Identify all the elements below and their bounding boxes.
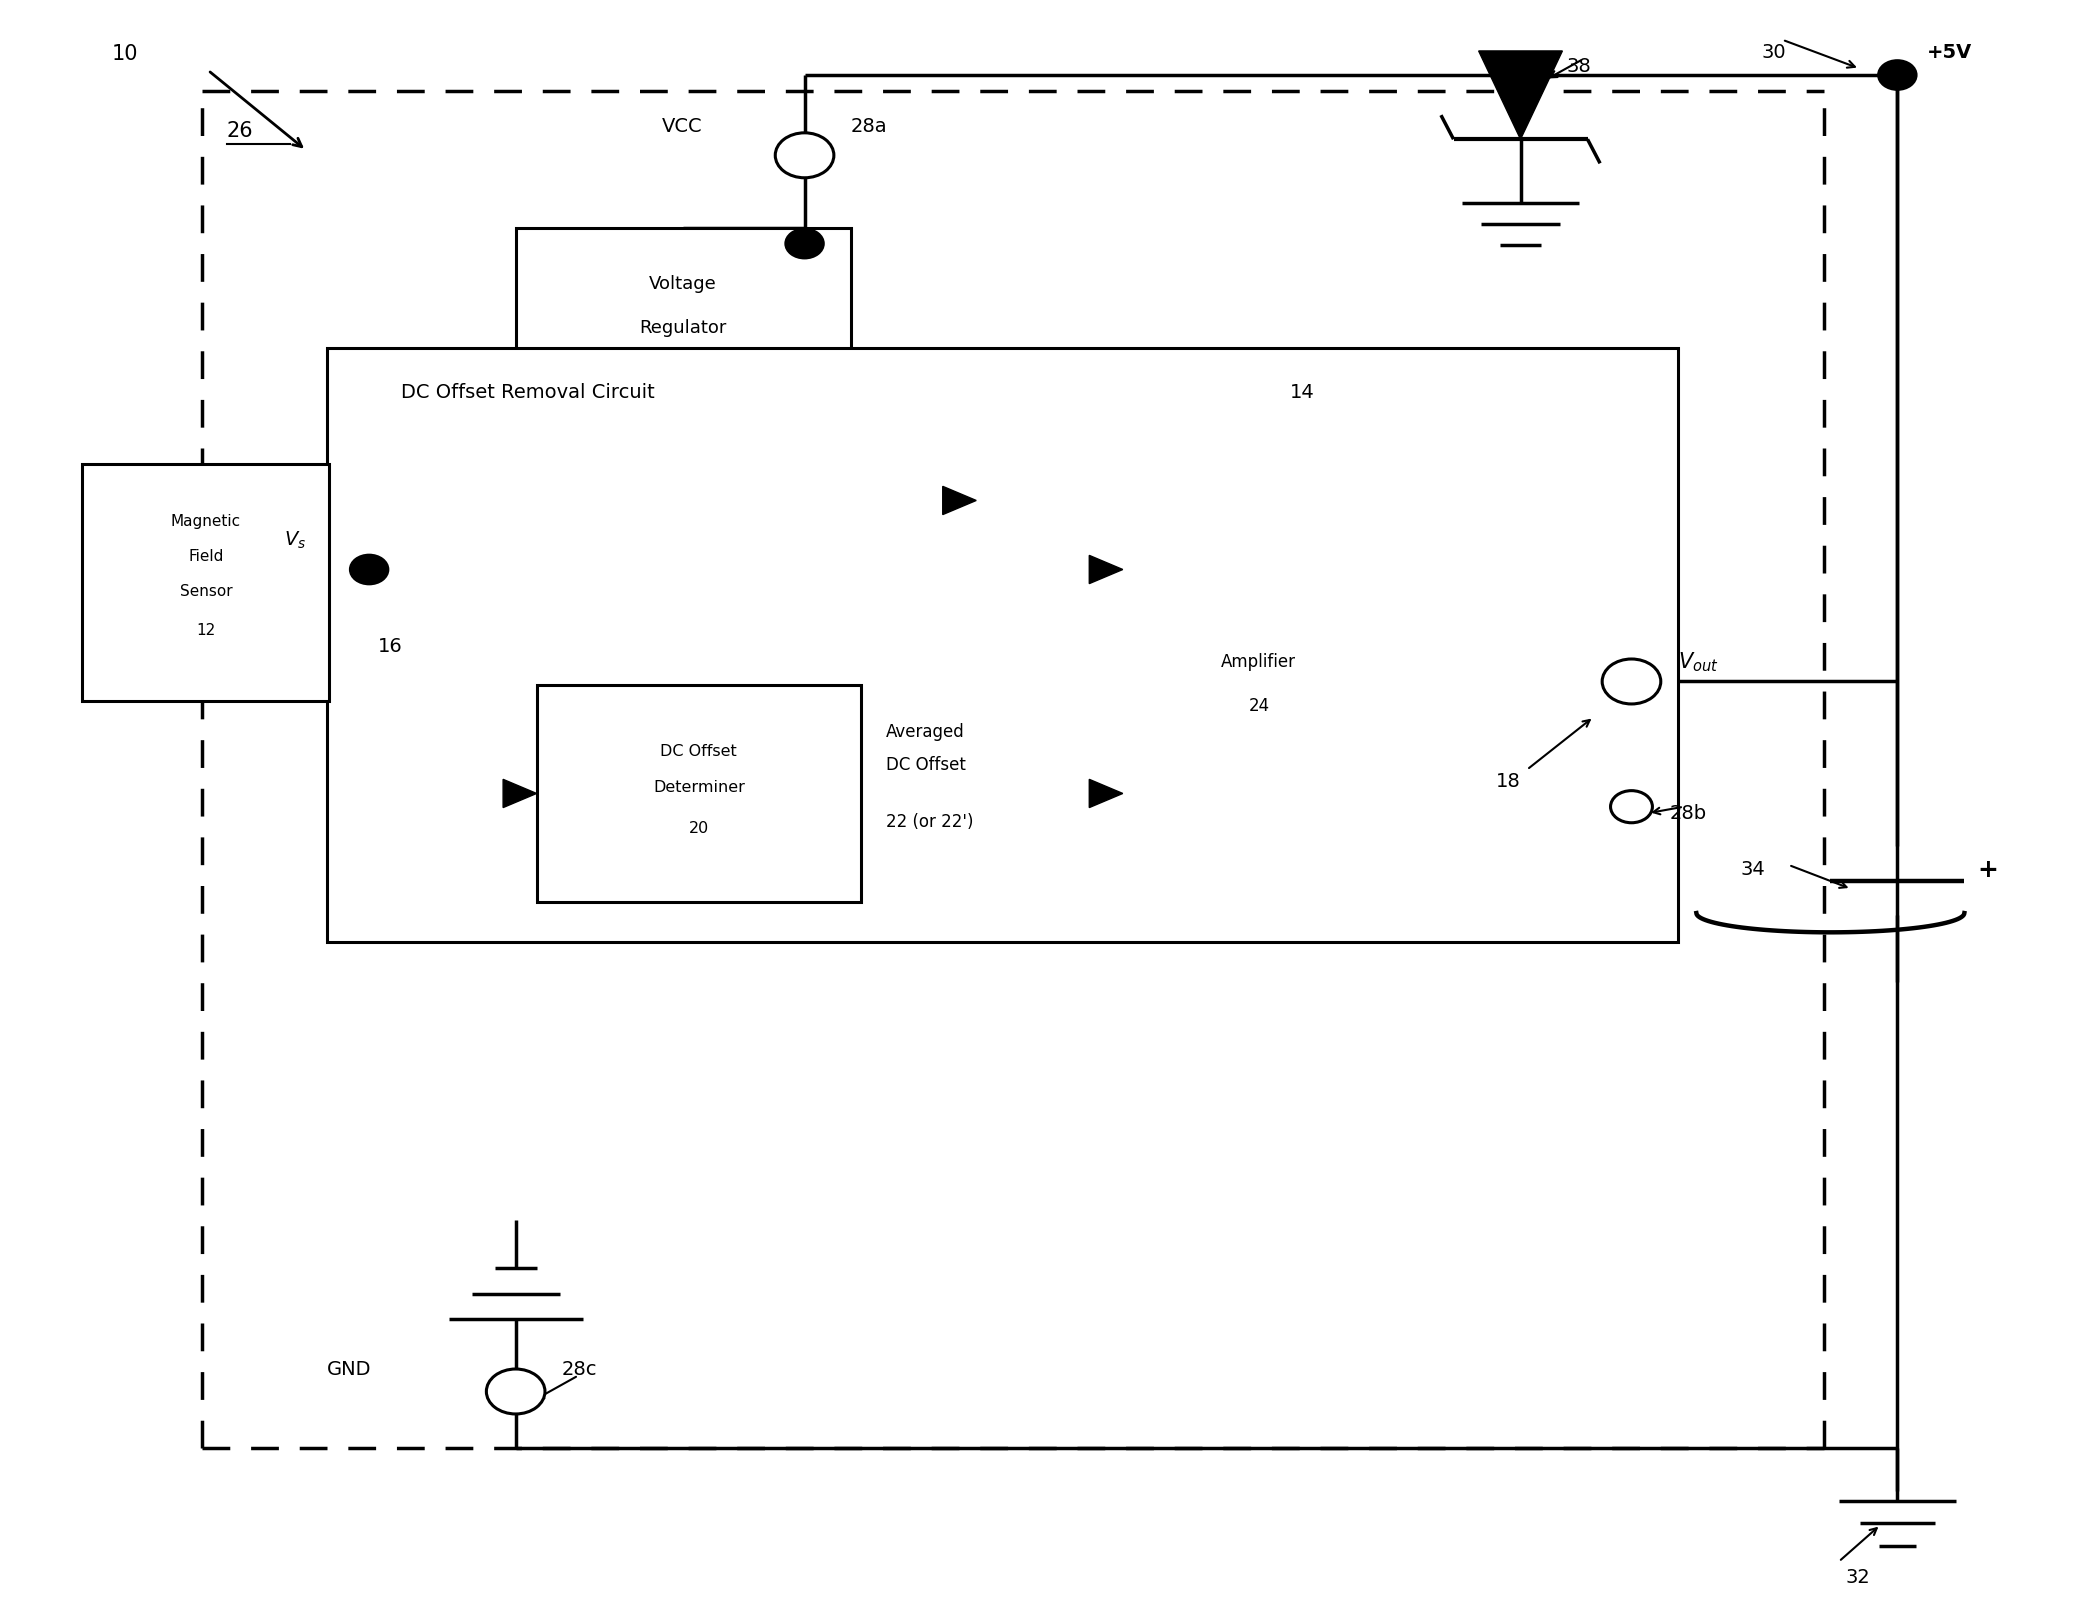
Circle shape xyxy=(1610,791,1652,823)
Text: Amplifier: Amplifier xyxy=(1222,652,1297,672)
Text: Determiner: Determiner xyxy=(653,780,745,794)
Circle shape xyxy=(785,229,823,258)
Text: $V_s$: $V_s$ xyxy=(283,530,306,551)
Text: 20: 20 xyxy=(688,822,709,836)
Text: 28c: 28c xyxy=(563,1360,598,1379)
Bar xyxy=(516,227,850,429)
Text: 32: 32 xyxy=(1845,1568,1870,1587)
Text: DC Offset: DC Offset xyxy=(661,744,737,759)
Text: DC Offset Removal Circuit: DC Offset Removal Circuit xyxy=(401,383,655,403)
Text: Magnetic: Magnetic xyxy=(170,514,241,528)
Text: Regulator: Regulator xyxy=(640,319,726,337)
Text: 36: 36 xyxy=(672,371,695,390)
Text: 22 (or 22'): 22 (or 22') xyxy=(886,814,974,831)
Text: VCC: VCC xyxy=(661,118,703,135)
Text: 16: 16 xyxy=(378,636,403,656)
Circle shape xyxy=(1602,659,1660,704)
Text: +5V: +5V xyxy=(1927,43,1971,63)
Polygon shape xyxy=(1089,780,1123,807)
Text: 24: 24 xyxy=(1249,696,1270,715)
Text: 12: 12 xyxy=(195,623,216,638)
Bar xyxy=(327,348,1677,942)
Polygon shape xyxy=(1478,52,1562,139)
Text: 18: 18 xyxy=(1494,772,1520,791)
Bar xyxy=(82,464,330,701)
Text: +: + xyxy=(1977,857,1998,881)
Circle shape xyxy=(487,1369,546,1414)
Text: 30: 30 xyxy=(1761,43,1786,63)
Text: 28b: 28b xyxy=(1669,804,1706,823)
Circle shape xyxy=(351,556,388,583)
Text: 26: 26 xyxy=(227,121,254,142)
Text: 14: 14 xyxy=(1291,383,1314,403)
Text: GND: GND xyxy=(327,1360,372,1379)
Bar xyxy=(537,685,861,902)
Text: 38: 38 xyxy=(1566,58,1591,76)
Text: Sensor: Sensor xyxy=(181,585,233,599)
Text: 34: 34 xyxy=(1740,860,1765,880)
Text: Field: Field xyxy=(189,549,222,564)
Polygon shape xyxy=(504,780,537,807)
Text: $V_{out}$: $V_{out}$ xyxy=(1677,651,1719,673)
Polygon shape xyxy=(1089,556,1123,583)
Circle shape xyxy=(1879,61,1916,90)
Text: 28a: 28a xyxy=(850,118,888,135)
Circle shape xyxy=(775,132,833,177)
Polygon shape xyxy=(942,487,976,514)
Text: DC Offset: DC Offset xyxy=(886,756,966,773)
Text: Voltage: Voltage xyxy=(649,275,718,293)
Text: 10: 10 xyxy=(111,43,139,64)
Text: To all subcircuits: To all subcircuits xyxy=(1008,487,1157,504)
Text: Averaged: Averaged xyxy=(886,723,966,741)
